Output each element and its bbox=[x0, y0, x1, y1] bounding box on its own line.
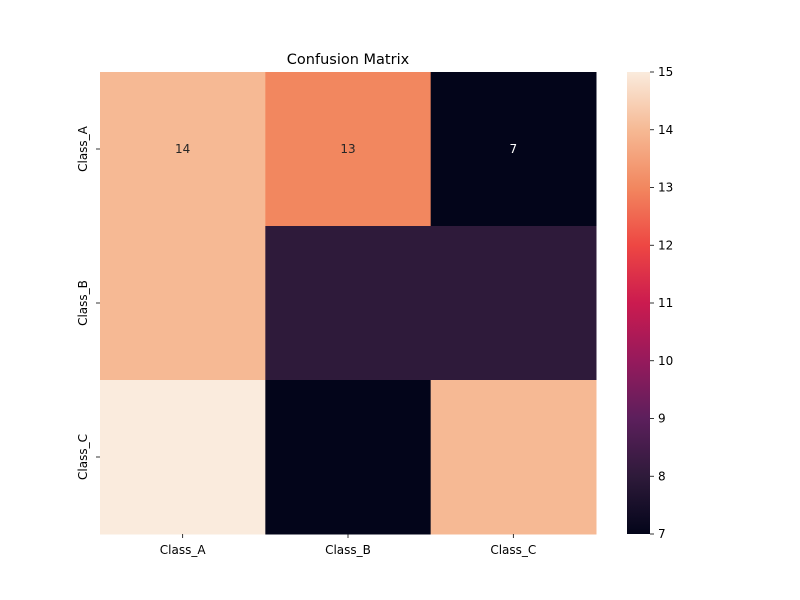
heatmap-cell-labels: 14 13 7 bbox=[175, 142, 517, 156]
colorbar-ticks: 7 8 9 10 11 12 13 14 15 bbox=[650, 65, 673, 541]
colorbar-tick-label: 9 bbox=[658, 412, 666, 426]
colorbar-tick-label: 14 bbox=[658, 123, 673, 137]
y-tick-label: Class_A bbox=[76, 125, 90, 172]
heatmap-cell bbox=[430, 226, 597, 381]
heatmap-cell bbox=[100, 226, 266, 381]
cell-value-label: 13 bbox=[340, 142, 355, 156]
y-axis: Class_A Class_B Class_C bbox=[76, 125, 100, 480]
colorbar-tick-label: 10 bbox=[658, 354, 673, 368]
colorbar-tick-label: 12 bbox=[658, 238, 673, 252]
x-tick-label: Class_A bbox=[160, 543, 207, 557]
colorbar-tick-label: 11 bbox=[658, 296, 673, 310]
heatmap-cell bbox=[265, 72, 432, 227]
heatmap-cell bbox=[265, 380, 432, 535]
heatmap-cell bbox=[430, 380, 597, 535]
cell-value-label: 7 bbox=[510, 142, 518, 156]
heatmap-cell bbox=[430, 72, 597, 227]
x-tick-label: Class_C bbox=[490, 543, 536, 557]
colorbar: 7 8 9 10 11 12 13 14 15 bbox=[627, 65, 673, 541]
chart-title: Confusion Matrix bbox=[287, 52, 410, 68]
heatmap-cells bbox=[100, 72, 597, 535]
heatmap-cell bbox=[100, 72, 266, 227]
heatmap-cell bbox=[100, 380, 266, 535]
colorbar-tick-label: 7 bbox=[658, 527, 666, 541]
colorbar-tick-label: 15 bbox=[658, 65, 673, 79]
colorbar-tick-label: 8 bbox=[658, 469, 666, 483]
y-tick-label: Class_C bbox=[76, 434, 90, 480]
colorbar-gradient bbox=[627, 72, 650, 534]
x-tick-label: Class_B bbox=[325, 543, 371, 557]
y-tick-label: Class_B bbox=[76, 280, 90, 326]
cell-value-label: 14 bbox=[175, 142, 190, 156]
heatmap-cell bbox=[265, 226, 432, 381]
colorbar-tick-label: 13 bbox=[658, 181, 673, 195]
x-axis: Class_A Class_B Class_C bbox=[160, 534, 536, 557]
